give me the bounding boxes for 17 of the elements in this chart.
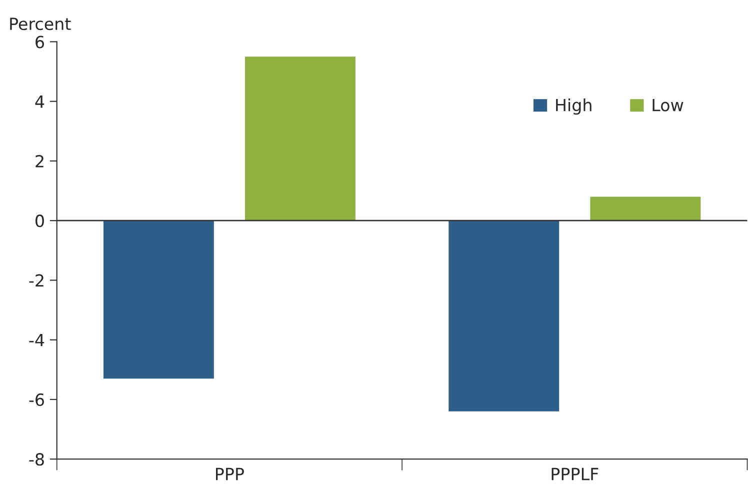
y-tick-label: -4 [29, 334, 44, 346]
legend-label: Low [652, 98, 684, 112]
y-tick-label: -6 [29, 393, 44, 406]
bar [244, 56, 356, 221]
y-tick-label: 0 [36, 214, 44, 228]
legend-label: High [556, 98, 592, 115]
bar [103, 220, 214, 379]
y-tick-label: 6 [36, 36, 44, 48]
x-tick-label: PPP [216, 468, 244, 480]
y-tick-label: -2 [29, 274, 44, 287]
y-tick-label: 4 [35, 96, 44, 108]
y-tick-label: 2 [36, 154, 44, 168]
y-axis-title: Percent [10, 18, 71, 30]
bar [448, 220, 560, 412]
x-tick-label: PPPLF [552, 468, 598, 480]
bar [590, 196, 701, 221]
y-tick-label: -8 [29, 453, 44, 466]
